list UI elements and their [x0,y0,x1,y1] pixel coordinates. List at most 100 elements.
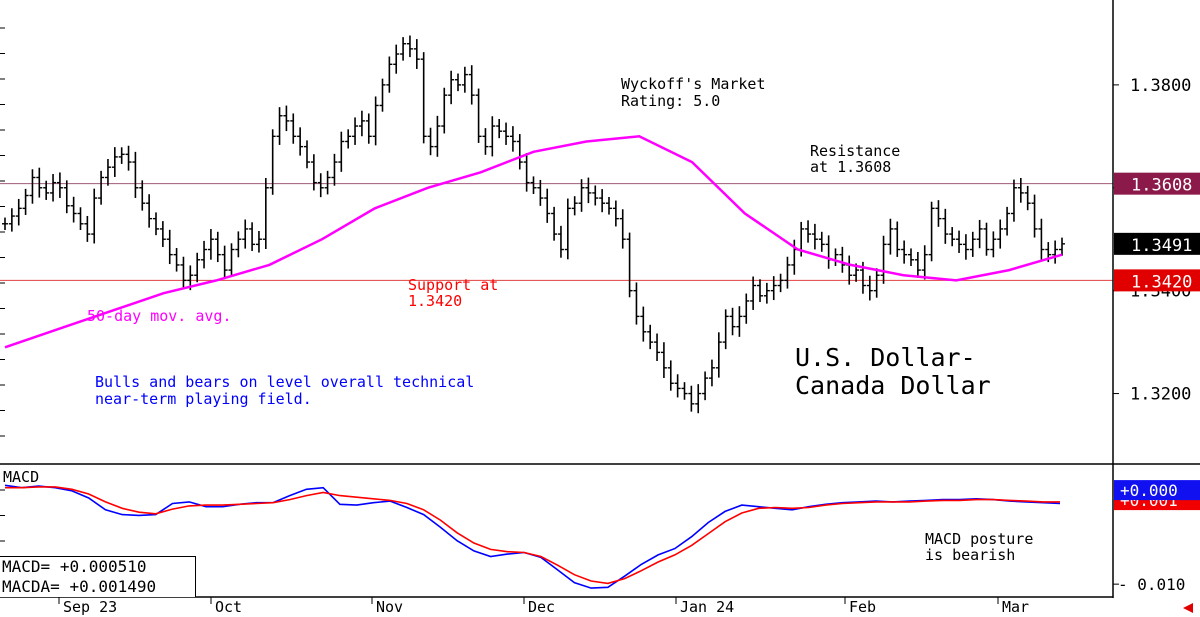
ohlc-bar [468,65,475,105]
ohlc-bar [729,307,736,336]
ohlc-bar [461,66,468,93]
scroll-left-arrow-icon[interactable] [1183,603,1193,613]
ohlc-bar [640,306,647,342]
ohlc-bar [173,248,180,272]
ohlc-bar [406,35,413,58]
ohlc-bar [681,382,688,400]
ohlc-bar [413,39,420,69]
resistance-label-line1: Resistance [810,142,900,160]
ohlc-bar [29,169,36,204]
commentary-line2: near-term playing field. [95,390,312,408]
ohlc-bar [894,221,901,257]
ohlc-bar [338,131,345,172]
level-tag [1114,269,1200,292]
ohlc-bar [358,110,365,137]
resistance-label-line2: at 1.3608 [810,158,891,176]
ohlc-bar [22,188,29,215]
ohlc-bar [221,245,228,280]
ohlc-bar [901,240,908,264]
ohlc-bar [811,223,818,250]
ohlc-bar [969,231,976,257]
macd-annotation-line2: is bearish [925,546,1015,564]
ohlc-bar [777,273,784,293]
ohlc-bar [571,196,578,216]
ohlc-bar [516,134,523,170]
x-tick-label: Oct [215,598,242,616]
moving-average-label: 50-day mov. avg. [87,307,232,325]
ohlc-bar [262,177,269,250]
ohlc-bar [633,282,640,325]
macd-tag-label: +0.000 [1120,481,1178,500]
ohlc-bar [56,172,63,198]
ohlc-bar [496,119,503,139]
ohlc-bar [990,231,997,258]
ohlc-bar [310,154,317,191]
ohlc-bar [304,140,310,169]
ohlc-bar [736,306,743,337]
ohlc-bar [880,235,887,284]
macd-title: MACD [3,468,39,486]
ohlc-bar [290,113,297,144]
ohlc-bar [331,153,338,186]
ohlc-bar [1017,177,1024,203]
ohlc-bar [379,78,386,112]
ohlc-bar [180,256,187,289]
ohlc-bar [626,232,633,298]
ohlc-bar [159,221,166,248]
ohlc-bar [386,56,393,93]
ohlc-bar [104,158,111,186]
ohlc-bar [235,231,242,258]
ohlc-bar [400,37,407,61]
ohlc-bar [564,198,571,260]
ohlc-bar [770,276,777,301]
x-tick-label: Jan 24 [680,598,734,616]
ohlc-bar [36,167,43,198]
y-tick-label: 1.3200 [1130,385,1191,405]
ohlc-bar [983,222,990,256]
macd-panel: - 0.010+0.001+0.000 [0,480,1200,594]
ohlc-bar [818,231,825,252]
ohlc-bar [551,206,558,241]
ohlc-bar [269,129,276,195]
ohlc-bar [654,333,661,361]
support-label-line1: Support at [408,276,498,294]
ohlc-bar [84,215,91,242]
ohlc-bar [599,189,606,213]
ohlc-bar [365,113,372,144]
rating-line2: Rating: 5.0 [621,92,720,110]
ohlc-bar [43,180,50,200]
ohlc-bar [667,360,674,391]
ohlc-bar [448,70,455,105]
ohlc-bar [757,279,763,303]
ohlc-bar [393,44,400,74]
macd-series-line [5,486,1060,585]
ohlc-bar [166,229,173,265]
y-tick-label: 1.3800 [1130,76,1191,96]
ohlc-bar [118,147,125,164]
ohlc-bar [509,126,516,152]
ohlc-bar [242,219,249,249]
ohlc-bar [688,385,695,412]
ohlc-bar [1059,237,1065,256]
x-tick-label: Dec [528,598,555,616]
ohlc-bar [91,188,98,244]
ohlc-bar [784,256,791,289]
macda-readout-value: +0.001490 [69,577,157,596]
ohlc-bar [317,173,324,198]
ohlc-bar [146,194,153,228]
ohlc-bar [70,196,77,223]
ohlc-bar [1010,179,1017,222]
ohlc-bar [763,282,770,304]
ohlc-bar [63,180,70,214]
ohlc-bar [503,122,510,145]
price-panel: 1.38001.36001.34001.32001.36081.34911.34… [0,27,1200,437]
ohlc-bar [372,96,379,146]
level-tag [1114,232,1200,255]
ohlc-bar [98,170,105,205]
ohlc-bar [976,219,983,249]
level-tag-label: 1.3491 [1131,236,1192,256]
ohlc-bar [949,227,956,247]
macd-readout-value: +0.000510 [59,557,147,576]
ohlc-bar [1038,218,1045,260]
